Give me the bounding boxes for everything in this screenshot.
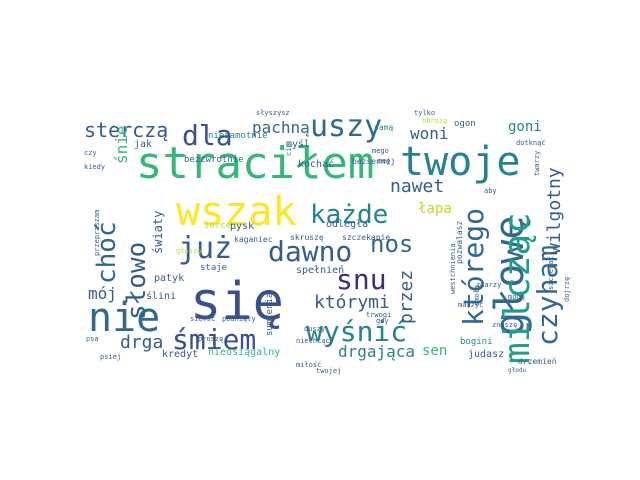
word-dawno: dawno: [268, 235, 353, 268]
word-ogon: ogon: [454, 119, 476, 129]
word-serce: serce: [204, 221, 232, 231]
word-nos: nos: [370, 230, 414, 258]
word-skrusze: skruszę: [290, 233, 324, 242]
word-twojej: twojej: [316, 367, 342, 375]
word-kochac: kochać: [298, 159, 335, 170]
word-sie: się: [190, 272, 284, 332]
word-slowo: słowo: [122, 241, 152, 320]
word-mego: mego: [372, 147, 389, 155]
word-nie: nie: [88, 295, 161, 341]
word-kiedy: kiedy: [84, 163, 106, 171]
word-tylko: tylko: [414, 109, 436, 117]
word-pozwalasz: pozwalasz: [455, 220, 464, 264]
word-pachna: pachną: [252, 118, 310, 137]
word-spelnien: spełnień: [296, 265, 345, 276]
word-lapa: łapa: [418, 201, 452, 217]
word-pysk: pysk: [230, 221, 255, 232]
word-cie: cię: [285, 143, 293, 156]
word-moj: mój: [88, 284, 117, 303]
word-kazde: każde: [310, 200, 389, 230]
word-bezzwrotnie: bezzwrotnie: [184, 155, 244, 165]
word-twarzy: twarzy: [533, 150, 541, 176]
word-juz: już: [178, 231, 233, 266]
word-prosze: proszę: [198, 335, 224, 343]
word-dotknac: dotknąć: [516, 139, 546, 147]
word-stracilem: straciłem: [136, 138, 375, 189]
word-aby: aby: [484, 187, 497, 195]
word-sama: samą: [374, 123, 394, 132]
word-przez: przez: [396, 269, 417, 324]
word-twoje: twoje: [400, 139, 521, 185]
word-wszak: wszak: [176, 189, 297, 235]
word-szczekanie: szczekanie: [342, 233, 391, 242]
word-niechcacy: niechcący: [296, 337, 334, 345]
word-staje: staje: [200, 263, 228, 273]
word-bogini: bogini: [460, 337, 493, 347]
word-mej: mej: [378, 157, 391, 165]
word-czy: czy: [84, 149, 97, 157]
word-glosze: głoszę: [176, 247, 202, 255]
word-zdarzy: zdarzy: [476, 281, 502, 289]
word-snu: snu: [336, 263, 387, 296]
word-psa: psa: [86, 335, 99, 343]
word-ktorymi: którymi: [314, 292, 390, 313]
word-sumienia: sumienia: [265, 292, 275, 336]
word-goni: goni: [508, 119, 542, 135]
word-jak: jak: [134, 139, 153, 150]
word-sen: sen: [422, 343, 448, 359]
word-smiem: śmiem: [172, 323, 257, 356]
word-wysnic: wyśnić: [306, 315, 408, 348]
word-milosc: miłość: [296, 361, 322, 369]
word-wilgotny: wilgotny: [544, 167, 565, 254]
word-niesamotnie: niesamotnie: [208, 131, 268, 141]
word-judasz: judasz: [468, 349, 505, 360]
word-drzemien: drzemień: [518, 357, 557, 366]
word-sterczą: sterczą: [84, 118, 169, 142]
word-odlegla: odległa: [326, 219, 369, 230]
word-dojrze: dojrzę: [563, 276, 571, 302]
word-kredyt: kredyt: [162, 349, 199, 360]
word-dla: dla: [182, 119, 233, 152]
word-duszy: duszy: [304, 325, 326, 333]
word-drgajaca: drgająca: [338, 342, 416, 361]
word-moga: mogą: [508, 293, 525, 301]
word-kaganiec: kaganiec: [234, 235, 273, 244]
word-snie: śnie: [112, 125, 131, 164]
word-uszy: uszy: [310, 109, 383, 144]
word-slini: ślini: [146, 291, 177, 302]
word-gdy: gdy: [376, 317, 389, 325]
word-siersc: sierść: [190, 315, 216, 323]
word-nieosiagalny: nieosiągalny: [208, 347, 281, 358]
word-mysl: myśl: [286, 139, 311, 150]
word-podniniety: podnięty: [222, 315, 256, 323]
word-obroze: obrożę: [422, 117, 448, 125]
word-westchnienia: westchnienia: [449, 243, 457, 294]
word-przepraszam: przepraszam: [93, 209, 101, 256]
word-bezsennej: bezsennej: [352, 157, 396, 166]
word-smola: smołą: [473, 284, 481, 306]
word-psiej: psiej: [100, 353, 122, 361]
word-glodu: głodu: [508, 367, 527, 374]
word-marzyc: marzyć: [458, 301, 484, 309]
word-szczekac: szczekać: [547, 256, 555, 290]
word-swiaty: światy: [151, 210, 165, 254]
word-trwogi: trwogi: [366, 311, 392, 319]
word-znosze: znoszę: [492, 321, 518, 329]
word-cloud: się straciłem twoje wszak nie głowę milc…: [80, 106, 571, 375]
word-drga: drga: [120, 332, 164, 353]
word-woni: woni: [410, 124, 449, 143]
word-nawet: nawet: [390, 176, 445, 197]
word-patyk: patyk: [154, 273, 185, 284]
word-slyszysz: słyszysz: [256, 109, 290, 117]
